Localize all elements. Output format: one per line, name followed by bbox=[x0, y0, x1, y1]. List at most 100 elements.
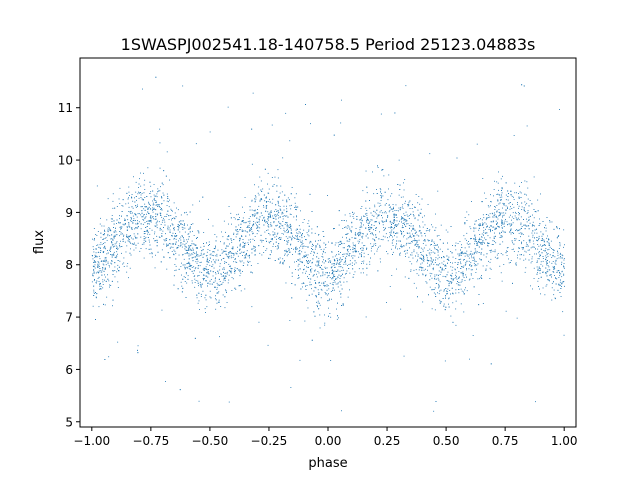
data-point bbox=[538, 266, 540, 268]
data-point bbox=[361, 242, 363, 244]
data-point bbox=[391, 248, 392, 250]
data-point bbox=[554, 268, 556, 269]
data-point bbox=[111, 242, 112, 244]
data-point bbox=[237, 250, 238, 252]
data-point bbox=[418, 235, 420, 237]
data-point bbox=[291, 275, 293, 277]
data-point bbox=[387, 199, 389, 201]
data-point bbox=[558, 248, 560, 249]
data-point bbox=[374, 204, 376, 206]
data-point bbox=[279, 262, 281, 264]
data-point bbox=[533, 267, 535, 269]
data-point bbox=[238, 213, 239, 215]
data-point bbox=[295, 209, 296, 210]
data-point bbox=[349, 239, 351, 241]
data-point bbox=[478, 240, 479, 242]
data-point bbox=[537, 199, 539, 201]
data-point bbox=[275, 214, 277, 216]
data-point bbox=[394, 219, 395, 220]
data-point bbox=[376, 217, 378, 219]
data-point bbox=[146, 221, 148, 222]
data-point bbox=[412, 214, 414, 215]
data-point bbox=[209, 280, 211, 282]
data-point bbox=[515, 213, 517, 214]
data-point bbox=[329, 313, 331, 314]
data-point bbox=[186, 263, 188, 265]
data-point bbox=[203, 267, 205, 269]
data-point bbox=[546, 284, 548, 286]
data-point bbox=[154, 240, 156, 242]
data-point bbox=[392, 204, 394, 205]
data-point bbox=[156, 204, 158, 206]
data-point bbox=[333, 275, 334, 277]
data-point bbox=[433, 289, 435, 290]
data-point bbox=[318, 262, 320, 264]
data-point bbox=[129, 267, 131, 269]
data-point bbox=[285, 249, 287, 251]
data-point bbox=[448, 303, 449, 305]
data-point bbox=[100, 285, 102, 287]
data-point bbox=[102, 260, 104, 262]
data-point bbox=[176, 207, 177, 209]
data-point bbox=[406, 252, 408, 254]
data-point bbox=[500, 213, 501, 215]
data-point bbox=[526, 213, 528, 214]
data-point bbox=[346, 272, 347, 274]
data-point bbox=[362, 237, 363, 239]
data-point bbox=[487, 217, 489, 218]
data-point bbox=[358, 268, 360, 270]
data-point bbox=[556, 227, 558, 229]
data-point bbox=[458, 255, 460, 257]
data-point bbox=[214, 280, 216, 282]
data-point bbox=[365, 213, 367, 215]
data-point bbox=[481, 236, 483, 238]
data-point bbox=[401, 218, 403, 220]
data-point bbox=[548, 243, 550, 245]
data-point bbox=[189, 231, 191, 233]
data-point bbox=[556, 258, 558, 260]
data-point bbox=[428, 294, 429, 296]
data-point bbox=[488, 243, 490, 244]
data-point bbox=[501, 219, 503, 221]
data-point bbox=[536, 266, 538, 268]
data-point bbox=[280, 261, 281, 263]
data-point bbox=[199, 283, 201, 285]
data-point bbox=[494, 228, 496, 230]
data-point bbox=[93, 272, 95, 274]
data-point bbox=[430, 252, 432, 254]
data-point bbox=[167, 252, 169, 254]
data-point bbox=[159, 142, 161, 144]
data-point bbox=[476, 143, 478, 145]
data-point bbox=[354, 248, 356, 249]
data-point bbox=[347, 248, 349, 250]
data-point bbox=[109, 266, 110, 268]
data-point bbox=[248, 224, 250, 226]
data-point bbox=[490, 231, 491, 233]
data-point bbox=[318, 294, 320, 295]
data-point bbox=[363, 224, 364, 226]
data-point bbox=[135, 227, 137, 229]
data-point bbox=[513, 196, 514, 198]
data-point bbox=[215, 246, 216, 248]
data-point bbox=[322, 275, 324, 277]
data-point bbox=[275, 218, 277, 220]
data-point bbox=[279, 257, 281, 259]
data-point bbox=[195, 244, 197, 246]
data-point bbox=[509, 225, 511, 227]
data-point bbox=[249, 257, 250, 259]
data-point bbox=[518, 214, 520, 216]
data-point bbox=[446, 290, 447, 292]
data-point bbox=[419, 226, 421, 228]
data-point bbox=[538, 286, 539, 287]
data-point bbox=[402, 204, 404, 206]
data-point bbox=[291, 239, 293, 241]
data-point bbox=[92, 246, 94, 248]
data-point bbox=[375, 243, 377, 245]
data-point bbox=[505, 199, 507, 201]
data-point bbox=[115, 242, 117, 244]
data-point bbox=[520, 222, 522, 224]
data-point bbox=[188, 249, 189, 251]
data-point bbox=[114, 266, 116, 268]
data-point bbox=[442, 242, 444, 244]
data-point bbox=[307, 261, 308, 263]
